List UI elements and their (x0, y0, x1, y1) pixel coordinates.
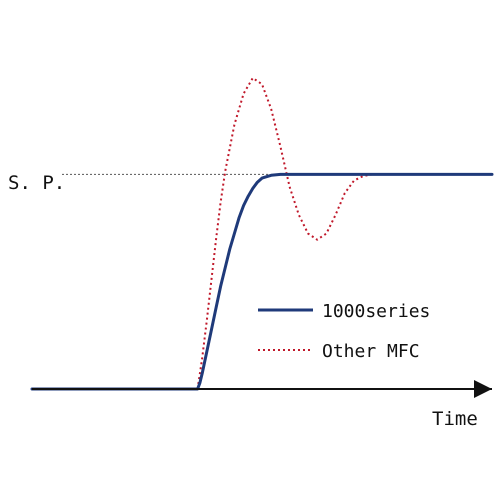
series-line-1000series (30, 172, 494, 391)
x-axis-label: Time (432, 408, 478, 430)
legend: 1000series Other MFC (258, 301, 430, 362)
legend-label-other-mfc: Other MFC (322, 341, 420, 362)
legend-label-1000series: 1000series (322, 301, 430, 322)
legend-entry-other-mfc: Other MFC (258, 341, 420, 362)
setpoint-label: S. P. (8, 172, 65, 194)
series-line-other-mfc (196, 77, 373, 390)
legend-entry-1000series: 1000series (258, 301, 430, 322)
